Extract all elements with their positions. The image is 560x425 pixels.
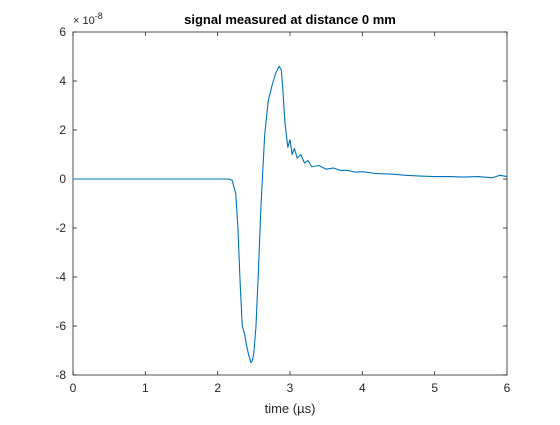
chart-title: signal measured at distance 0 mm bbox=[184, 12, 396, 27]
y-tick-label: -8 bbox=[55, 368, 66, 382]
axes-box bbox=[72, 31, 508, 376]
x-axis-label: time (µs) bbox=[265, 401, 316, 416]
x-tick-label: 5 bbox=[431, 381, 438, 395]
plot-area: 0 1 2 3 4 5 6 -8 -6 -4 -2 0 2 4 6 bbox=[55, 25, 510, 395]
y-tick-label: 0 bbox=[59, 172, 66, 186]
y-axis-exponent: × 10-8 bbox=[73, 11, 103, 27]
x-ticks: 0 1 2 3 4 5 6 bbox=[70, 32, 511, 395]
y-tick-label: 6 bbox=[59, 25, 66, 39]
y-tick-label: -2 bbox=[55, 221, 66, 235]
x-tick-label: 2 bbox=[214, 381, 221, 395]
y-axis-exponent-base: × 10 bbox=[73, 15, 95, 27]
y-tick-label: 4 bbox=[59, 74, 66, 88]
y-tick-label: 2 bbox=[59, 123, 66, 137]
x-tick-label: 4 bbox=[359, 381, 366, 395]
y-ticks: -8 -6 -4 -2 0 2 4 6 bbox=[55, 25, 507, 382]
y-tick-label: -4 bbox=[55, 270, 66, 284]
signal-line bbox=[73, 65, 508, 364]
x-tick-label: 3 bbox=[287, 381, 294, 395]
y-axis-exponent-power: -8 bbox=[95, 11, 103, 21]
x-tick-label: 6 bbox=[504, 381, 511, 395]
x-tick-label: 1 bbox=[142, 381, 149, 395]
y-tick-label: -6 bbox=[55, 319, 66, 333]
x-tick-label: 0 bbox=[70, 381, 77, 395]
